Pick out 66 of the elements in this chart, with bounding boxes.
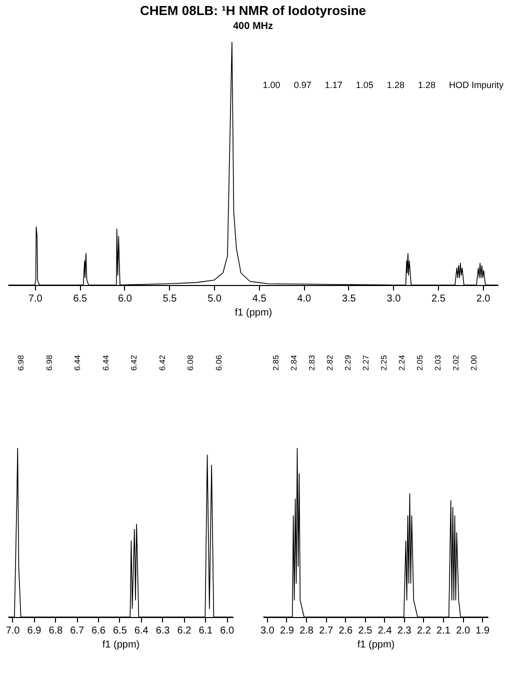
annotation: 1.28 <box>386 80 404 90</box>
text: 2.27 <box>362 354 370 371</box>
annotation: 0.97 <box>294 80 312 90</box>
x-tick-label: 3.5 <box>342 294 356 304</box>
x-tick-label: 1.9 <box>476 626 490 636</box>
x-tick-label: 3.0 <box>386 294 402 304</box>
x-axis-title: f1 (ppm) <box>357 640 395 650</box>
x-tick-label: 6.6 <box>92 626 106 636</box>
text: 2.82 <box>326 354 334 371</box>
annotation: HOD Impurity <box>449 80 504 90</box>
x-tick-label: 6.3 <box>156 626 170 636</box>
x-tick-label: 6.0 <box>118 294 132 304</box>
x-tick-label: 7.0 <box>6 626 20 636</box>
x-tick-label: 2.8 <box>300 626 314 636</box>
text: 6.98 <box>44 354 54 371</box>
text: 6.42 <box>158 354 167 371</box>
x-tick-label: 6.1 <box>198 626 214 636</box>
x-tick-label: 6.7 <box>70 626 84 636</box>
text: 6.06 <box>214 354 224 371</box>
x-tick-label: 6.5 <box>112 626 128 636</box>
x-axis-title: f1 (ppm) <box>234 308 272 318</box>
x-tick-label: 6.2 <box>177 626 192 636</box>
x-tick-label: 2.7 <box>319 626 334 636</box>
x-tick-label: 2.1 <box>436 626 451 636</box>
x-tick-label: 3.0 <box>260 626 275 636</box>
x-tick-label: 2.5 <box>358 626 373 636</box>
annotation: 1.17 <box>324 80 342 90</box>
text: 6.98 <box>16 354 26 371</box>
x-tick-label: 2.2 <box>416 626 432 636</box>
text: 2.84 <box>290 354 298 371</box>
text: 2.25 <box>380 354 388 371</box>
x-tick-label: 5.0 <box>208 294 222 304</box>
x-tick-label: 2.0 <box>456 626 470 636</box>
x-tick-label: 6.0 <box>220 626 234 636</box>
x-tick-label: 6.5 <box>73 294 88 304</box>
x-tick-label: 2.9 <box>280 626 294 636</box>
annotation: 1.05 <box>356 80 374 90</box>
x-tick-label: 6.8 <box>48 626 64 636</box>
chart-title: CHEM 08LB: ¹H NMR of Iodotyrosine <box>140 3 366 18</box>
annotation: 1.00 <box>262 80 280 90</box>
text: 6.42 <box>130 354 139 371</box>
text: 2.85 <box>272 354 280 371</box>
text: 2.02 <box>452 354 460 371</box>
x-tick-label: 2.4 <box>378 626 392 636</box>
x-tick-label: 4.5 <box>252 294 267 304</box>
text: 2.00 <box>470 354 478 371</box>
x-tick-label: 7.0 <box>28 294 43 304</box>
text: 2.29 <box>344 354 352 371</box>
text: 6.44 <box>101 354 110 371</box>
x-tick-label: 4.0 <box>297 294 312 304</box>
annotation: 1.28 <box>418 80 436 90</box>
x-tick-label: 6.9 <box>27 626 42 636</box>
chart-subtitle: 400 MHz <box>232 21 274 32</box>
x-tick-label: 2.6 <box>338 626 354 636</box>
x-tick-label: 2.0 <box>476 294 491 304</box>
x-tick-label: 5.5 <box>162 294 178 304</box>
text: 2.83 <box>308 354 316 371</box>
x-tick-label: 2.3 <box>397 626 412 636</box>
x-tick-label: 6.4 <box>134 626 149 636</box>
text: 2.24 <box>398 354 406 371</box>
text: 6.44 <box>73 354 82 371</box>
text: 2.03 <box>434 354 442 371</box>
text: 6.08 <box>186 354 196 371</box>
text: 2.05 <box>416 354 424 371</box>
x-axis-title: f1 (ppm) <box>102 640 140 650</box>
x-tick-label: 2.5 <box>432 294 446 304</box>
